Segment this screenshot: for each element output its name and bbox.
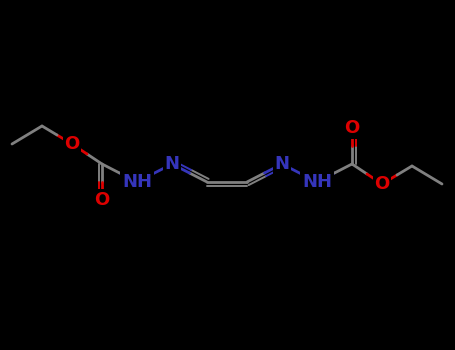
Text: O: O <box>94 191 110 209</box>
Text: O: O <box>64 135 80 153</box>
Text: N: N <box>165 155 180 173</box>
Text: N: N <box>274 155 289 173</box>
Text: NH: NH <box>122 173 152 191</box>
Text: O: O <box>344 119 359 137</box>
Text: O: O <box>374 175 389 193</box>
Text: NH: NH <box>302 173 332 191</box>
